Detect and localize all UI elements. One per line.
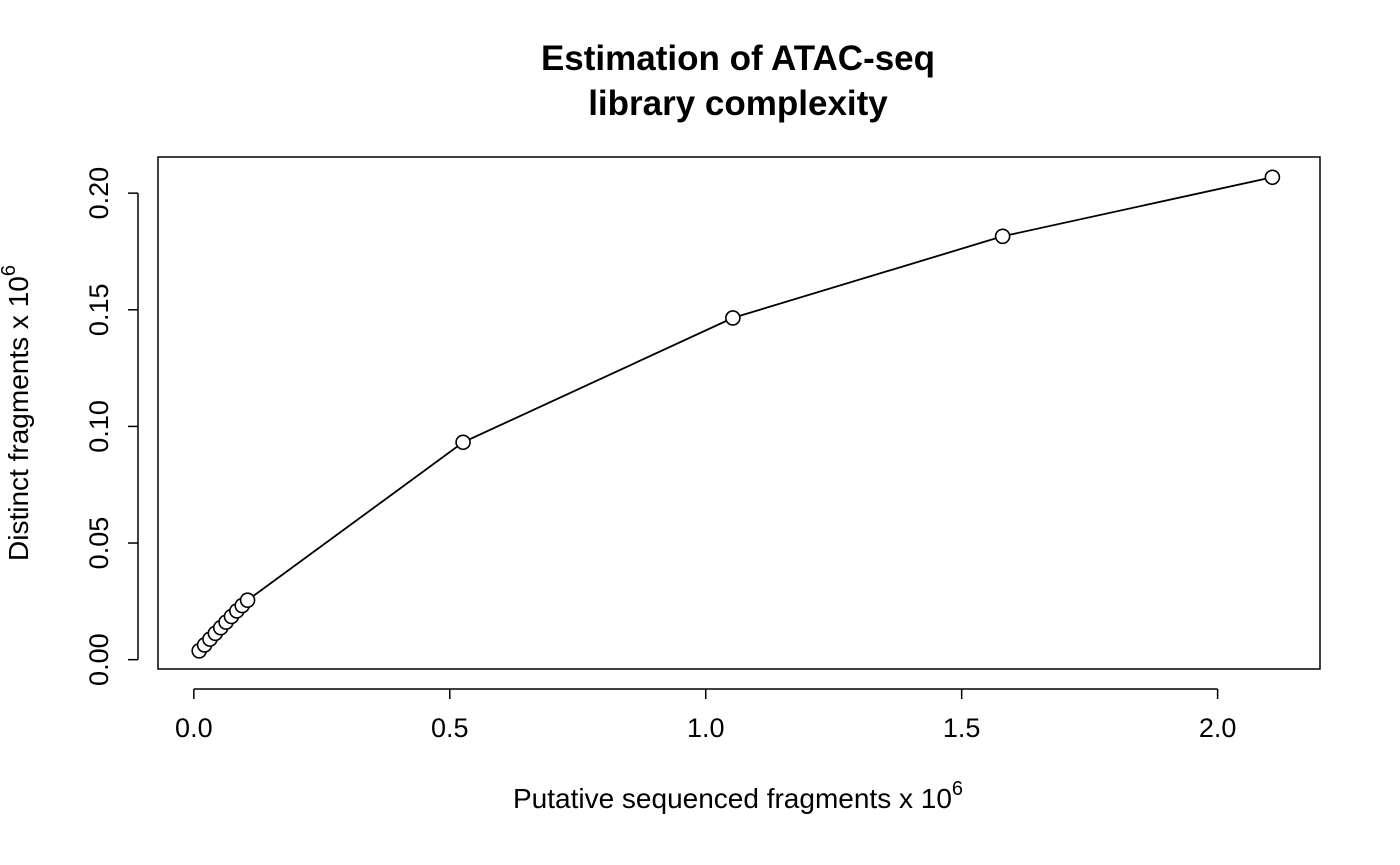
- y-axis-label-text: Distinct fragments x 10: [3, 276, 34, 561]
- y-tick-label: 0.20: [84, 167, 114, 220]
- x-axis-label-text: Putative sequenced fragments x 10: [513, 783, 952, 814]
- data-point: [455, 434, 471, 451]
- data-point: [239, 592, 256, 608]
- series-layer: [191, 169, 1281, 659]
- x-axis-label-exponent: 6: [952, 778, 963, 800]
- y-axis-label: Distinct fragments x 106: [0, 265, 34, 561]
- x-tick-label: 1.0: [687, 713, 725, 743]
- data-point: [1264, 169, 1281, 186]
- chart-title-line-1: Estimation of ATAC-seq: [541, 39, 935, 78]
- x-tick-label: 0.0: [175, 713, 213, 743]
- y-tick-label: 0.00: [84, 633, 114, 686]
- x-tick-label: 2.0: [1199, 713, 1237, 743]
- y-axis-label-exponent: 6: [0, 265, 20, 276]
- y-tick-label: 0.05: [84, 517, 114, 570]
- data-point: [725, 310, 741, 326]
- x-tick-label: 1.5: [943, 713, 981, 743]
- y-tick-label: 0.10: [84, 400, 114, 453]
- y-axis: 0.00 0.05 0.10 0.15 0.20: [84, 167, 139, 686]
- series-line: [198, 176, 1273, 652]
- plot-frame: [157, 156, 1321, 670]
- x-axis: 0.0 0.5 1.0 1.5 2.0: [175, 688, 1237, 743]
- x-tick-label: 0.5: [431, 713, 469, 743]
- x-axis-label: Putative sequenced fragments x 106: [513, 778, 963, 814]
- y-tick-label: 0.15: [84, 284, 114, 337]
- chart-title-line-2: library complexity: [588, 84, 888, 123]
- data-point: [994, 228, 1011, 245]
